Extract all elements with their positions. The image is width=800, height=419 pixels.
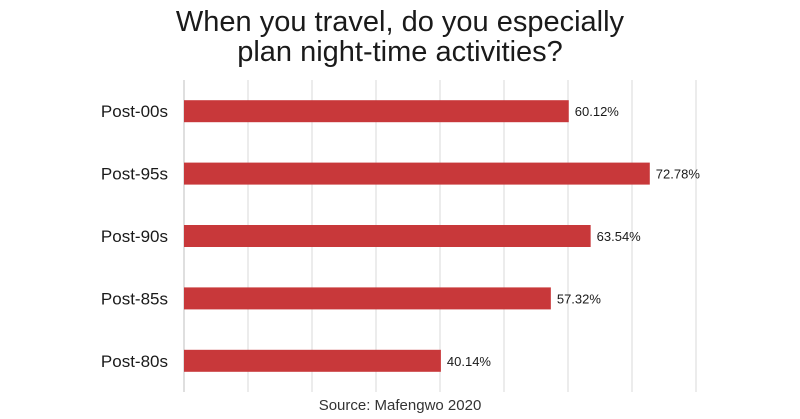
data-label: 72.78%: [656, 167, 701, 182]
category-label: Post-85s: [101, 289, 168, 308]
bar: [184, 162, 650, 185]
data-label: 63.54%: [597, 229, 642, 244]
chart-source: Source: Mafengwo 2020: [318, 397, 482, 414]
chart-title-line-2: plan night-time activities?: [237, 36, 563, 68]
bar: [184, 287, 551, 310]
category-label: Post-95s: [101, 165, 168, 184]
category-label: Post-00s: [101, 102, 168, 121]
data-label: 57.32%: [557, 291, 602, 306]
bar: [184, 100, 569, 123]
data-label: 40.14%: [447, 354, 492, 369]
chart-title-line-1: When you travel, do you especially: [175, 6, 625, 38]
bar: [184, 225, 591, 247]
category-label: Post-80s: [101, 352, 168, 371]
category-label: Post-90s: [101, 227, 168, 246]
data-label: 60.12%: [575, 104, 620, 119]
bar: [184, 349, 441, 372]
